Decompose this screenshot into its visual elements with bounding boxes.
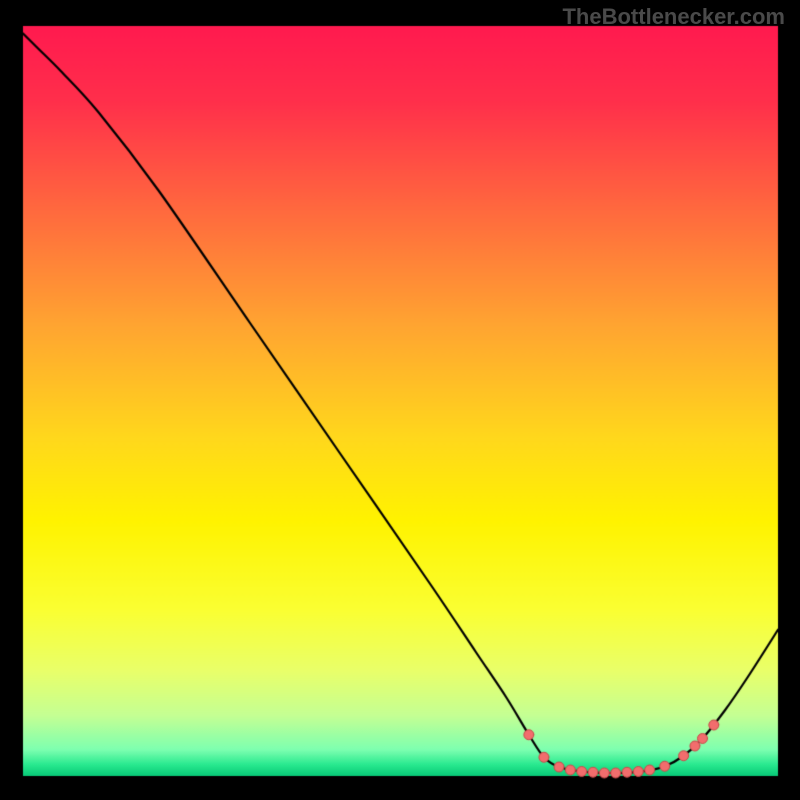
bottleneck-chart-canvas xyxy=(0,0,800,800)
chart-stage: TheBottlenecker.com xyxy=(0,0,800,800)
